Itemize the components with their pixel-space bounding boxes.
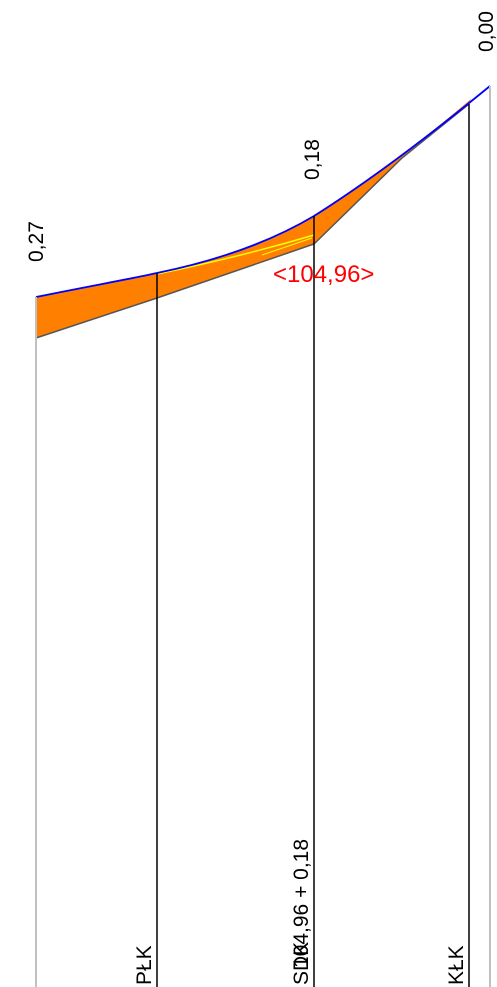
inner-curve-highlight [261, 237, 313, 256]
inner-curve [156, 234, 315, 275]
outer-curve [35, 85, 491, 298]
sdk-value-label: 104,96 + 0,18 [290, 839, 313, 968]
elevation-label-left: 0,27 [25, 221, 48, 262]
sdk-label: SDK [290, 942, 313, 985]
station-label: <104,96> [273, 261, 374, 288]
elevation-label-mid: 0,18 [301, 139, 324, 180]
plk-label: PŁK [133, 945, 156, 985]
klk-label: KŁK [445, 945, 468, 985]
superelevation-fill [36, 99, 471, 338]
elevation-label-right: 0,00 [475, 11, 497, 52]
